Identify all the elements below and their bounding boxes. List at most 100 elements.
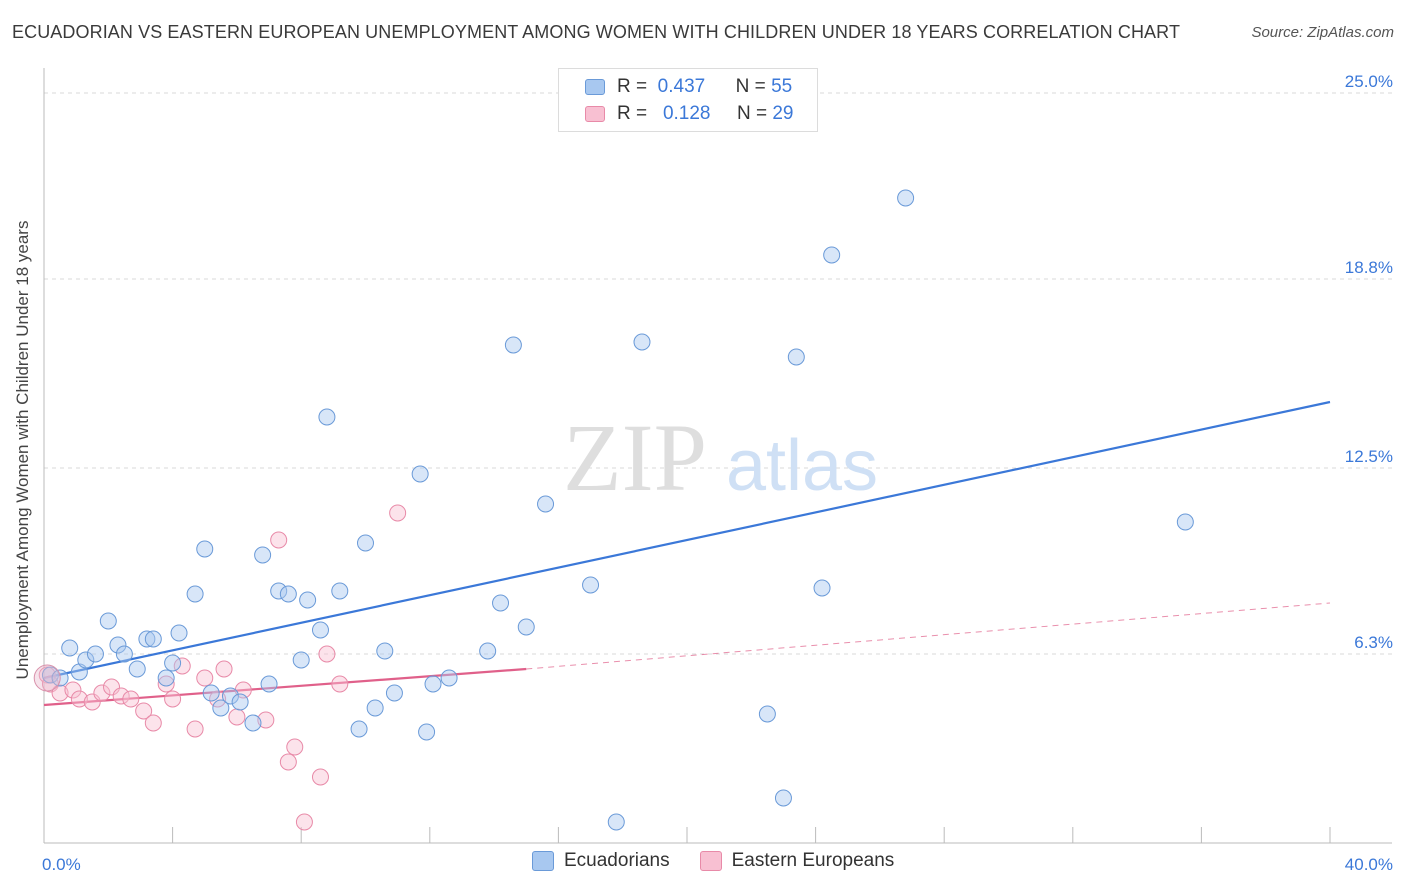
legend-label: Ecuadorians	[564, 850, 670, 871]
ecuadorians-swatch	[585, 79, 605, 95]
data-point	[138, 630, 156, 648]
data-point	[318, 408, 336, 426]
data-point	[366, 699, 384, 717]
trend-line-0	[43, 400, 1331, 680]
legend-row-eastern-europeans: R = 0.128 N = 29	[585, 102, 793, 126]
data-point	[221, 687, 239, 705]
data-point	[93, 684, 111, 702]
y-tick-label: 25.0%	[1345, 72, 1393, 91]
eastern-europeans-swatch	[585, 106, 605, 122]
data-point	[758, 705, 776, 723]
data-point	[215, 660, 233, 678]
y-tick-label: 18.8%	[1345, 258, 1393, 277]
n-value: 29	[772, 103, 794, 124]
data-point	[424, 675, 442, 693]
y-tick-label: 12.5%	[1345, 447, 1393, 466]
n-label: N =	[736, 103, 768, 124]
data-point	[64, 681, 82, 699]
data-point	[331, 582, 349, 600]
data-point	[209, 690, 227, 708]
data-point	[157, 675, 175, 693]
data-point	[196, 540, 214, 558]
watermark-atlas: atlas	[726, 426, 878, 506]
data-point	[389, 504, 407, 522]
data-point	[295, 813, 313, 831]
data-point	[357, 534, 374, 552]
data-point	[607, 813, 625, 831]
data-point	[418, 723, 436, 741]
chart-title: ECUADORIAN VS EASTERN EUROPEAN UNEMPLOYM…	[12, 22, 1181, 42]
trend-line-1	[43, 667, 527, 707]
data-point	[202, 684, 220, 702]
tick-labels: 6.3% 12.5% 18.8% 25.0% 0.0% 40.0%	[42, 72, 1393, 874]
watermark: ZIP atlas	[563, 404, 878, 511]
source-label: Source: ZipAtlas.com	[1251, 24, 1394, 41]
data-point	[292, 651, 310, 669]
data-point	[260, 675, 278, 693]
data-point	[270, 582, 288, 600]
data-point	[318, 645, 336, 663]
axes	[43, 68, 1392, 844]
data-point	[173, 657, 191, 675]
data-point	[254, 546, 272, 564]
y-axis-label: Unemployment Among Women with Children U…	[13, 220, 32, 680]
stats-legend: R = 0.437 N = 55 R = 0.128 N = 29	[558, 68, 818, 132]
data-point	[86, 645, 104, 663]
data-point	[517, 618, 535, 636]
data-point	[112, 687, 130, 705]
data-point	[212, 699, 230, 717]
data-point	[144, 630, 162, 648]
data-point	[774, 789, 792, 807]
data-point	[186, 585, 204, 603]
series-legend: Ecuadorians Eastern Europeans	[532, 850, 924, 872]
data-point	[279, 585, 297, 603]
data-point	[228, 708, 246, 726]
data-point	[1176, 513, 1194, 531]
gridlines	[44, 92, 1392, 655]
data-point	[33, 664, 61, 692]
legend-item-ecuadorians[interactable]: Ecuadorians	[532, 850, 670, 872]
data-point	[299, 591, 317, 609]
data-point	[164, 654, 182, 672]
data-point	[115, 645, 133, 663]
data-point	[122, 690, 140, 708]
data-point	[787, 348, 805, 366]
data-point	[157, 669, 175, 687]
data-point	[77, 651, 95, 669]
data-point	[897, 189, 915, 207]
x-tick-label: 0.0%	[42, 855, 81, 874]
watermark-zip: ZIP	[563, 404, 707, 511]
data-point	[257, 711, 275, 729]
data-point	[279, 753, 297, 771]
data-point	[244, 714, 262, 732]
eastern-europeans-swatch	[699, 851, 722, 871]
data-point	[311, 768, 329, 786]
r-label: R =	[617, 76, 648, 97]
y-tick-label: 6.3%	[1354, 633, 1393, 652]
data-point	[270, 531, 288, 549]
data-point	[128, 660, 146, 678]
legend-row-ecuadorians: R = 0.437 N = 55	[585, 75, 792, 99]
data-point	[492, 594, 510, 612]
trend-lines	[43, 400, 1331, 707]
data-point	[186, 720, 204, 738]
data-point	[144, 714, 162, 732]
data-point	[196, 669, 214, 687]
data-point	[231, 693, 249, 711]
data-point	[135, 702, 153, 720]
data-point	[170, 624, 188, 642]
data-point	[70, 690, 88, 708]
n-value: 55	[771, 76, 793, 97]
n-label: N =	[735, 76, 766, 97]
data-point	[504, 336, 522, 354]
data-point	[823, 246, 841, 264]
x-tick-label: 40.0%	[1345, 855, 1393, 874]
data-point	[99, 612, 117, 630]
data-point	[376, 642, 394, 660]
legend-item-eastern-europeans[interactable]: Eastern Europeans	[699, 850, 894, 872]
ecuadorians-swatch	[532, 851, 554, 871]
data-point	[164, 690, 182, 708]
r-value: 0.128	[662, 103, 711, 124]
data-point	[582, 576, 600, 594]
